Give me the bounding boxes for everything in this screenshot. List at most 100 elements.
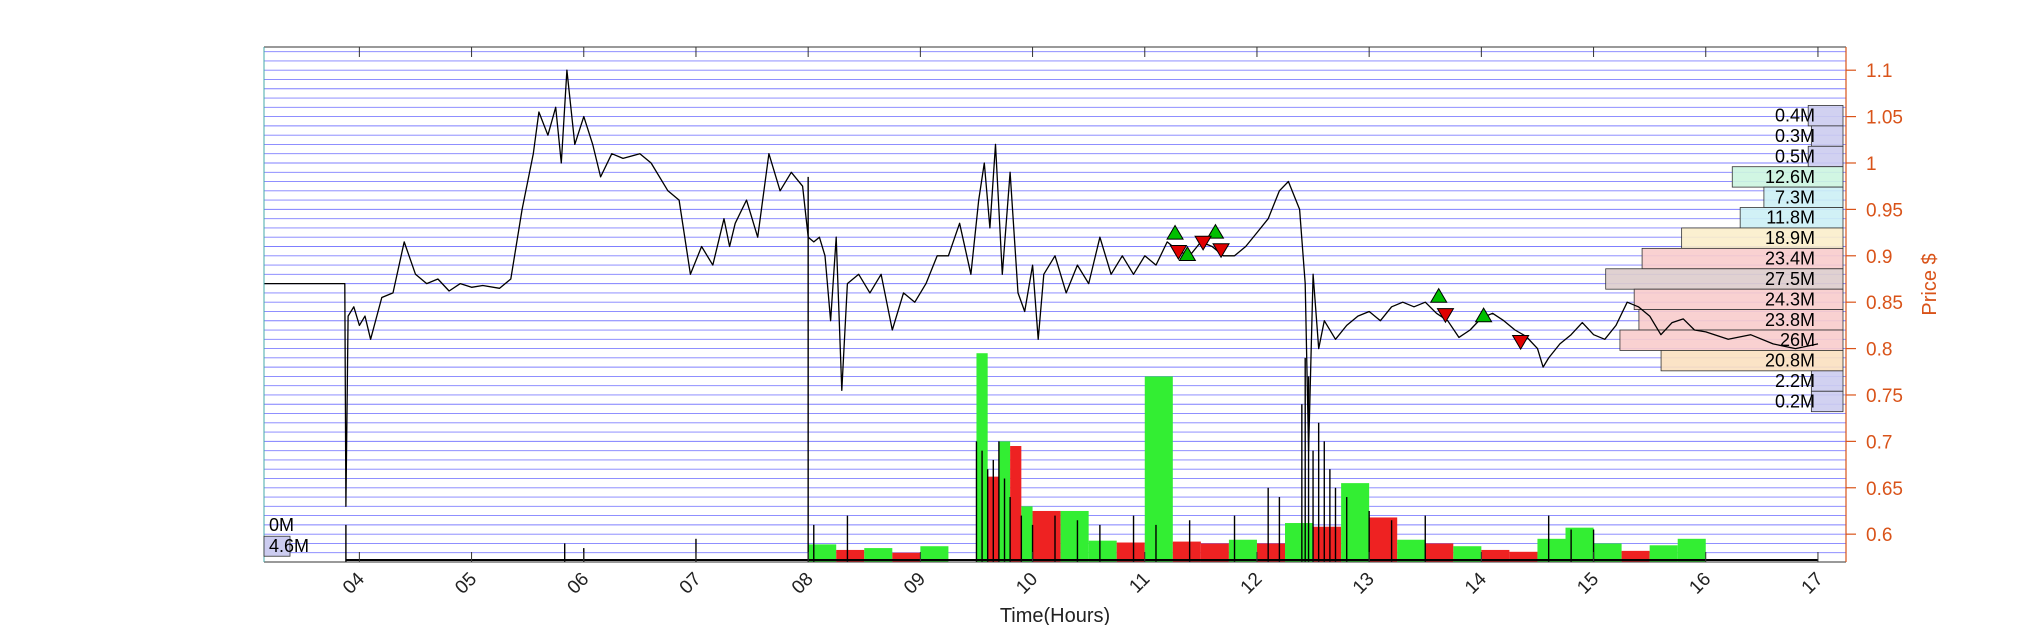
volume-bar <box>1649 545 1678 562</box>
volume-profile-bar <box>1660 350 1844 372</box>
y-tick-label: 0.95 <box>1866 200 1903 221</box>
sell-marker <box>1212 243 1230 259</box>
buy-marker <box>1474 307 1493 323</box>
x-tick-label: 13 <box>1349 569 1379 599</box>
sell-marker <box>1169 245 1188 261</box>
volume-bar <box>1200 543 1229 562</box>
volume-profile-label: 27.5M <box>1765 269 1815 289</box>
volume-bar <box>1453 546 1482 562</box>
volume-bar <box>836 549 865 562</box>
volume-bar <box>1228 539 1257 562</box>
volume-bar <box>1565 527 1594 562</box>
y-tick-label: 0.75 <box>1866 386 1903 407</box>
volume-bar <box>1677 538 1706 562</box>
x-tick-label: 08 <box>788 569 818 599</box>
volume-profile-label: 12.6M <box>1765 167 1815 187</box>
y-tick-label: 0.65 <box>1866 479 1903 500</box>
volume-bar <box>1509 551 1538 562</box>
y-tick-label: 1 <box>1866 154 1877 175</box>
x-tick-label: 15 <box>1573 569 1603 599</box>
volume-bar <box>1593 543 1622 562</box>
y-tick-label: 0.7 <box>1866 432 1892 453</box>
volume-profile: 0.4M0.3M0.5M12.6M7.3M11.8M18.9M23.4M27.5… <box>1605 105 1844 413</box>
y-tick-label: 1.05 <box>1866 108 1903 129</box>
volume-bar <box>1021 506 1033 562</box>
x-tick-label: 07 <box>676 569 706 599</box>
volume-bar <box>1060 510 1089 562</box>
volume-profile-bar <box>1810 125 1844 147</box>
sell-marker <box>1194 235 1212 251</box>
volume-bar <box>864 548 893 562</box>
x-tick-label: 06 <box>564 569 594 599</box>
volume-spikes <box>345 176 1818 562</box>
volume-profile-bar <box>1810 370 1844 392</box>
y-tick-label: 0.9 <box>1866 247 1892 268</box>
volume-profile-label: 18.9M <box>1765 228 1815 248</box>
x-tick-label: 14 <box>1461 568 1491 598</box>
volume-profile-bar <box>1810 390 1844 413</box>
volume-bar <box>1621 550 1650 562</box>
volume-profile-label: 0.3M <box>1775 126 1815 146</box>
y-axis-title: Price $ <box>1919 253 1941 315</box>
volume-bar <box>1481 549 1510 562</box>
x-tick-label: 17 <box>1798 569 1828 599</box>
volume-profile-bar <box>1681 227 1844 249</box>
volume-bar <box>1172 541 1201 562</box>
volume-bar <box>1397 539 1426 562</box>
left-volume-label: 4.6M <box>269 536 309 556</box>
x-tick-label: 04 <box>339 568 369 598</box>
y-tick-label: 1.1 <box>1866 61 1892 82</box>
volume-bar <box>1032 510 1061 562</box>
trade-markers <box>1166 223 1530 351</box>
y-tick-label: 0.85 <box>1866 293 1903 314</box>
volume-profile-label: 24.3M <box>1765 289 1815 309</box>
buy-marker <box>1206 223 1225 239</box>
volume-bar <box>1256 543 1286 562</box>
volume-profile-label: 23.4M <box>1765 249 1815 269</box>
plot-area <box>264 47 1846 562</box>
buy-marker <box>1429 287 1448 303</box>
left-volume-box <box>263 535 291 557</box>
plot-background <box>264 47 1846 562</box>
price-line <box>264 69 1819 507</box>
volume-bar <box>1010 446 1022 562</box>
volume-profile-label: 2.2M <box>1775 371 1815 391</box>
volume-profile-label: 11.8M <box>1766 208 1815 228</box>
volume-bar <box>1116 542 1145 562</box>
volume-profile-label: 20.8M <box>1765 351 1815 371</box>
x-axis-title: Time(Hours) <box>1000 605 1110 625</box>
volume-bar <box>920 546 949 562</box>
x-tick-label: 16 <box>1685 569 1715 599</box>
x-tick-label: 10 <box>1012 569 1042 599</box>
volume-bar <box>1369 517 1398 562</box>
x-tick-label: 11 <box>1125 569 1154 598</box>
y-tick-label: 0.6 <box>1866 525 1892 546</box>
sell-marker <box>1436 308 1455 324</box>
volume-bar <box>1088 540 1117 562</box>
volume-profile-label: 0.2M <box>1775 391 1815 411</box>
volume-bar <box>1425 543 1454 562</box>
buy-marker <box>1178 245 1197 261</box>
x-tick-label: 09 <box>900 569 930 599</box>
volume-bar <box>808 544 837 562</box>
volume-bar <box>1144 376 1173 562</box>
volume-bar <box>1341 483 1370 562</box>
left-volume-labels: 0M4.6M <box>263 515 309 557</box>
volume-profile-label: 23.8M <box>1765 310 1815 330</box>
volume-bar <box>1313 526 1342 562</box>
volume-profile-label: 7.3M <box>1775 187 1815 207</box>
left-volume-label: 0M <box>269 515 294 535</box>
volume-profile-label: 0.4M <box>1775 106 1815 126</box>
volume-bar <box>892 552 921 562</box>
y-tick-label: 0.8 <box>1866 340 1892 361</box>
sell-marker <box>1511 335 1530 351</box>
buy-marker <box>1166 224 1184 240</box>
volume-profile-label: 26M <box>1780 330 1815 350</box>
price-line-layer <box>264 69 1819 507</box>
grid-lines <box>264 51 1846 563</box>
volume-profile-label: 0.5M <box>1775 146 1815 166</box>
volume-bar <box>1537 538 1566 562</box>
x-tick-label: 12 <box>1237 569 1267 599</box>
x-tick-label: 05 <box>451 569 481 599</box>
